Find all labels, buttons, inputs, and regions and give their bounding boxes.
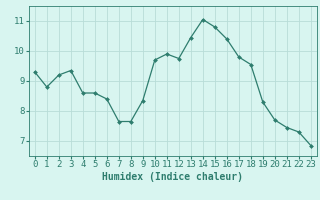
X-axis label: Humidex (Indice chaleur): Humidex (Indice chaleur) bbox=[102, 172, 243, 182]
